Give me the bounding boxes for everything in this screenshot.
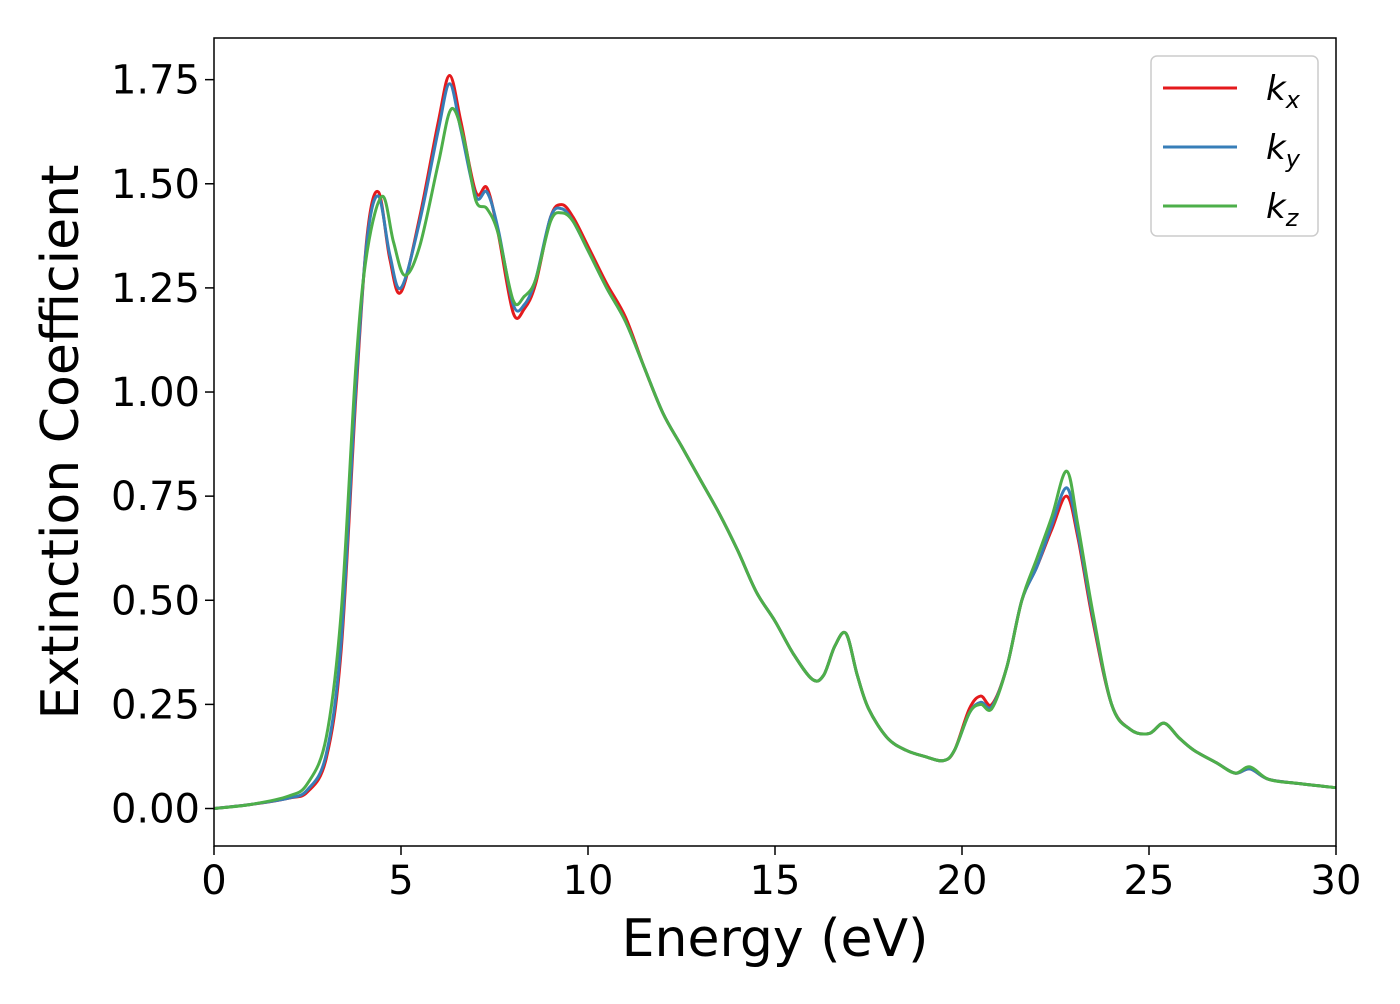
x-tick-label: 30 (1311, 858, 1362, 904)
y-axis-label: Extinction Coefficient (31, 165, 91, 720)
y-tick-label: 0.25 (111, 682, 200, 728)
y-axis-ticks: 0.00 0.25 0.50 0.75 1.00 1.25 1.50 1.75 (111, 58, 214, 833)
x-tick-label: 0 (201, 858, 226, 904)
x-tick-label: 15 (750, 858, 801, 904)
y-tick-label: 1.75 (111, 58, 200, 104)
y-tick-label: 0.50 (111, 578, 200, 624)
x-tick-label: 25 (1124, 858, 1175, 904)
x-tick-label: 20 (937, 858, 988, 904)
y-tick-label: 0.00 (111, 787, 200, 833)
legend-label-kz: kz (1266, 187, 1300, 232)
x-tick-label: 10 (563, 858, 614, 904)
series-layer (214, 73, 1336, 811)
y-tick-label: 1.00 (111, 370, 200, 416)
y-tick-label: 0.75 (111, 474, 200, 520)
x-axis-label: Energy (eV) (622, 909, 929, 969)
legend-label-ky: ky (1266, 128, 1301, 173)
x-tick-label: 5 (388, 858, 413, 904)
y-tick-label: 1.50 (111, 162, 200, 208)
x-axis-ticks: 0 5 10 15 20 25 30 (201, 846, 1361, 904)
series-line-kz (214, 107, 1336, 811)
y-tick-label: 1.25 (111, 266, 200, 312)
legend: kx ky kz (1150, 55, 1319, 237)
legend-label-kx: kx (1266, 69, 1301, 114)
